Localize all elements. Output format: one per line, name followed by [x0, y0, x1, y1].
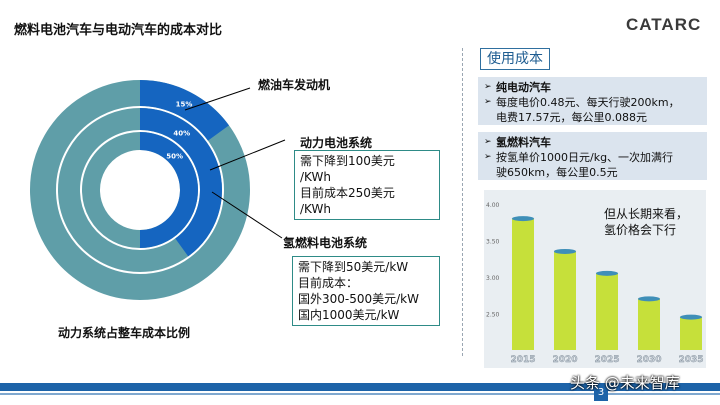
battery-box-line: /KWh	[300, 202, 331, 216]
x-tick-label: 2030	[636, 355, 661, 365]
bar-cap	[680, 314, 702, 320]
ring-share-1	[140, 80, 229, 141]
y-tick-label: 2.50	[486, 312, 500, 319]
ring-percent-label: 50%	[166, 152, 183, 160]
usage-cost-header: 使用成本	[480, 48, 550, 70]
x-tick-label: 2015	[510, 355, 535, 365]
price-bar	[596, 273, 618, 350]
watermark: 头条 @未来智库	[570, 374, 680, 392]
ev-detail-line: 每度电价0.48元、每天行驶200km，	[484, 95, 701, 110]
ring-percent-label: 15%	[176, 101, 193, 109]
battery-cost-box: 需下降到100美元 /KWh 目前成本250美元 /KWh	[294, 150, 440, 220]
hydrogen-detail-line: 按氢单价1000日元/kg、一次加满行	[484, 150, 701, 165]
chart-annotation: 但从长期来看， 氢价格会下行	[604, 206, 688, 238]
hydrogen-cost-block: 氢燃料汽车 按氢单价1000日元/kg、一次加满行 驶650km，每公里0.5元	[478, 132, 707, 180]
fuelcell-box-line: 国外300-500美元/kW	[298, 292, 419, 306]
battery-system-label: 动力电池系统	[300, 136, 373, 150]
slide-title: 燃料电池汽车与电动汽车的成本对比	[14, 23, 223, 38]
ring-share-2	[140, 108, 222, 257]
y-tick-label: 3.00	[486, 275, 500, 282]
bar-cap	[596, 270, 618, 276]
ev-detail-line: 电费17.57元，每公里0.088元	[496, 111, 647, 124]
battery-box-line: 目前成本250美元	[300, 186, 395, 200]
annotation-line: 氢价格会下行	[604, 223, 677, 237]
ring-share-3	[140, 132, 199, 248]
price-bar	[638, 298, 660, 350]
leader-line	[184, 87, 251, 111]
logo-text: CATARC	[626, 15, 701, 34]
vertical-divider	[462, 48, 463, 356]
page-number: 3	[594, 385, 608, 401]
y-tick-label: 3.50	[486, 239, 500, 246]
hydrogen-detail-line: 驶650km，每公里0.5元	[496, 166, 618, 179]
battery-box-line: /KWh	[300, 170, 331, 184]
donut-caption: 动力系统占整车成本比例	[58, 326, 191, 340]
x-tick-label: 2025	[594, 355, 619, 365]
ring-base-3	[82, 132, 198, 248]
bar-cap	[554, 248, 576, 254]
hydrogen-title: 氢燃料汽车	[484, 135, 701, 150]
fuelcell-box-line: 目前成本：	[298, 276, 359, 290]
price-bar	[512, 218, 534, 350]
x-tick-label: 2035	[678, 355, 703, 365]
ev-cost-block: 纯电动汽车 每度电价0.48元、每天行驶200km， 电费17.57元，每公里0…	[478, 77, 707, 125]
fuelcell-cost-box: 需下降到50美元/kW 目前成本： 国外300-500美元/kW 国内1000美…	[292, 256, 440, 326]
fuelcell-system-label: 氢燃料电池系统	[283, 236, 368, 250]
bar-cap	[512, 216, 534, 222]
price-bar	[554, 251, 576, 350]
hydrogen-price-bars: 4.00 3.50 3.00 2.50 2015 2020 2025 2030 2035	[486, 202, 704, 365]
fuelcell-box-line: 需下降到50美元/kW	[298, 260, 409, 274]
leader-line	[211, 191, 283, 239]
ring-percent-label: 40%	[173, 130, 190, 138]
hydrogen-price-chart: 4.00 3.50 3.00 2.50 2015 2020 2025 2030 2035	[484, 190, 706, 368]
footer-bar	[0, 383, 720, 391]
annotation-line: 但从长期来看，	[604, 207, 689, 221]
y-tick-label: 4.00	[486, 202, 500, 209]
leader-line	[209, 139, 286, 171]
ev-title: 纯电动汽车	[484, 80, 701, 95]
x-tick-label: 2020	[552, 355, 577, 365]
footer-line	[0, 393, 720, 395]
bar-cap	[638, 296, 660, 302]
battery-box-line: 需下降到100美元	[300, 154, 395, 168]
engine-label: 燃油车发动机	[258, 78, 331, 92]
catarc-logo: CATARC	[626, 15, 701, 34]
ring-base-2	[58, 108, 222, 272]
ring-base-1	[30, 80, 250, 300]
fuelcell-box-line: 国内1000美元/kW	[298, 308, 400, 322]
price-bar	[680, 317, 702, 350]
